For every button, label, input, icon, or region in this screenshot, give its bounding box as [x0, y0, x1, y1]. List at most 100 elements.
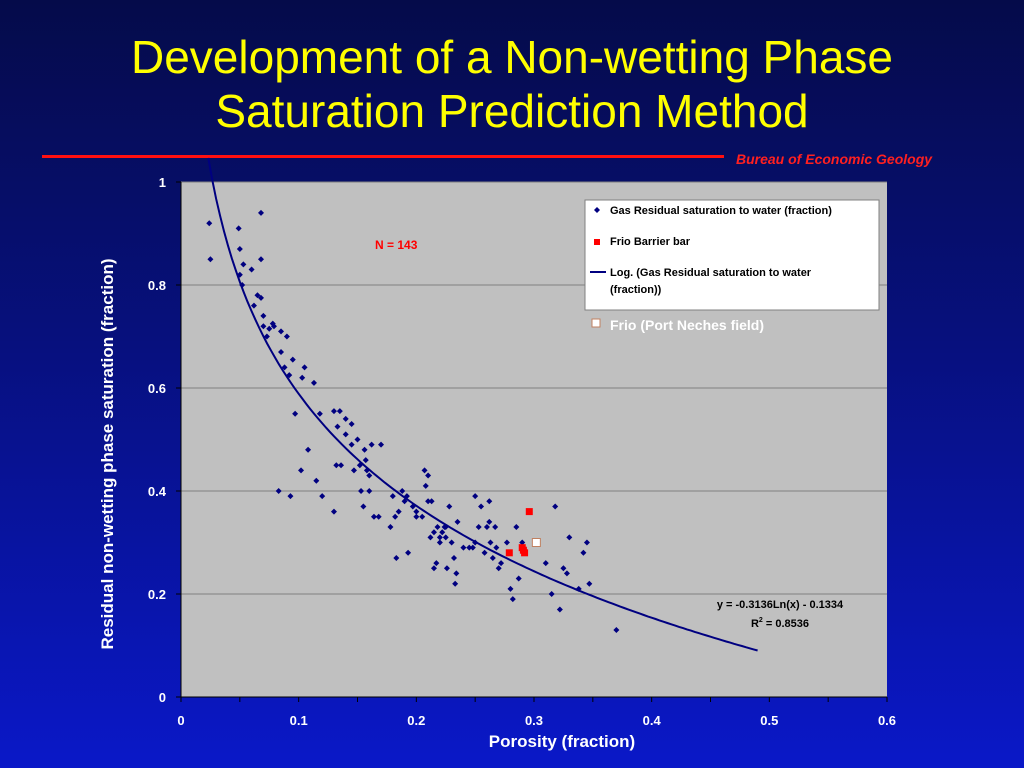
legend-label-fit-line2: (fraction)) [610, 284, 662, 296]
data-point-gas [301, 364, 308, 371]
data-point-gas [266, 325, 273, 332]
legend: Gas Residual saturation to water (fracti… [590, 205, 832, 296]
data-point-gas [486, 518, 493, 525]
data-point-gas [270, 323, 277, 330]
data-point-gas [548, 591, 555, 597]
data-point-gas [515, 575, 522, 582]
data-point-gas [263, 333, 270, 340]
data-point-gas [430, 565, 437, 572]
x-tick-label: 0.5 [760, 713, 778, 728]
data-point-frio-barrier [525, 508, 533, 516]
data-point-gas [366, 488, 373, 494]
data-point-gas [207, 256, 214, 263]
data-point-gas [313, 477, 320, 484]
data-point-gas [405, 549, 412, 556]
data-point-gas [248, 266, 255, 273]
data-point-gas [513, 524, 520, 531]
slide-title: Development of a Non-wetting Phase Satur… [40, 30, 984, 138]
x-axis-label: Porosity (fraction) [489, 732, 635, 751]
data-point-gas [336, 408, 343, 415]
x-tick-label: 0.1 [290, 713, 308, 728]
data-point-gas [258, 256, 265, 263]
data-point-gas [287, 493, 294, 500]
data-point-gas [278, 348, 285, 355]
tick-labels: 0 0.2 0.4 0.6 0.8 1 0 0.1 0.2 0.3 0.4 0.5 0.6 [148, 175, 896, 728]
slide-title-line-1: Development of a Non-wetting Phase [131, 31, 893, 83]
data-point-gas [392, 513, 399, 520]
data-point-frio-barrier [505, 549, 513, 557]
x-tick-label: 0.6 [878, 713, 896, 728]
y-tick-label: 0.2 [148, 587, 166, 602]
x-tick-label: 0.4 [643, 713, 662, 728]
data-point-gas [240, 261, 247, 268]
data-point-gas [433, 560, 440, 567]
data-point-gas [448, 539, 455, 546]
axes [176, 181, 888, 702]
data-point-gas [472, 493, 479, 500]
data-point-gas [586, 580, 593, 587]
data-point-gas [425, 472, 432, 479]
data-point-gas [330, 508, 337, 515]
data-point-gas [583, 539, 590, 546]
data-point-frio-barrier [521, 549, 529, 557]
data-point-gas [403, 493, 410, 500]
data-point-gas [368, 441, 375, 448]
title-rule [42, 155, 724, 158]
data-point-gas [498, 560, 505, 567]
data-point-gas [556, 606, 563, 613]
slide-title-line-2: Saturation Prediction Method [215, 85, 809, 137]
data-point-gas [360, 503, 367, 510]
data-point-gas [316, 410, 323, 417]
log-fit-line [207, 157, 758, 652]
data-point-gas [422, 482, 429, 489]
y-tick-label: 0.8 [148, 278, 166, 293]
data-point-gas [454, 518, 461, 525]
fit-equation: y = -0.3136Ln(x) - 0.1334 [717, 599, 844, 611]
legend-label-gas: Gas Residual saturation to water (fracti… [610, 205, 832, 217]
data-point-gas [310, 379, 317, 386]
data-point-gas [260, 323, 267, 330]
data-point-gas [330, 408, 337, 415]
data-point-gas [258, 209, 265, 216]
data-point-gas [552, 503, 559, 510]
data-point-gas [507, 585, 514, 592]
data-point-gas [519, 539, 526, 546]
data-point-gas [493, 544, 500, 551]
data-point-gas [495, 565, 502, 572]
data-point-gas [563, 570, 570, 577]
data-point-gas [492, 524, 499, 531]
legend-label-frio-barrier: Frio Barrier bar [610, 236, 691, 248]
x-tick-label: 0.2 [407, 713, 425, 728]
data-point-gas [363, 467, 370, 474]
x-tick-label: 0.3 [525, 713, 543, 728]
data-point-gas [378, 441, 385, 448]
data-point-gas [236, 245, 243, 252]
data-point-gas [613, 627, 620, 634]
data-point-frio-port-neches [531, 538, 541, 547]
data-point-gas [442, 524, 449, 531]
data-point-gas [460, 544, 467, 551]
data-point-gas [453, 570, 460, 577]
data-point-gas [283, 333, 290, 340]
data-point-gas [466, 544, 473, 551]
data-point-gas [542, 560, 549, 567]
data-point-gas [350, 467, 357, 474]
frio-port-neches-marker [591, 318, 601, 328]
data-point-gas [239, 282, 246, 288]
y-tick-label: 0.6 [148, 381, 166, 396]
data-point-gas [366, 472, 373, 479]
data-point-gas [348, 441, 355, 448]
data-point-gas [319, 493, 326, 500]
data-point-gas [443, 565, 450, 572]
legend-label-fit-line1: Log. (Gas Residual saturation to water [610, 267, 812, 279]
y-tick-label: 1 [159, 175, 166, 190]
data-point-gas [486, 498, 493, 505]
data-point-gas [395, 508, 402, 515]
data-point-gas [430, 529, 437, 536]
data-point-gas [289, 356, 296, 363]
org-label: Bureau of Economic Geology [736, 151, 933, 167]
data-point-gas [342, 431, 349, 438]
y-tick-label: 0.4 [148, 484, 167, 499]
data-point-gas [475, 524, 482, 531]
